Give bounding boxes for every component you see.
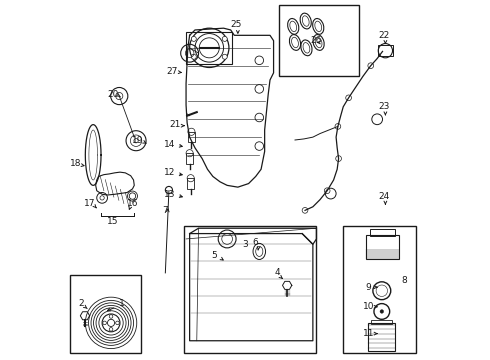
Text: 11: 11 — [363, 329, 374, 338]
Bar — [184, 226, 317, 353]
Text: 10: 10 — [363, 302, 374, 311]
Text: 6: 6 — [253, 238, 259, 247]
Text: 4: 4 — [274, 268, 280, 277]
Bar — [368, 323, 395, 351]
Bar — [70, 275, 142, 353]
Bar — [186, 32, 232, 64]
Text: 5: 5 — [212, 251, 218, 260]
Text: 21: 21 — [170, 120, 181, 129]
Text: 26: 26 — [311, 36, 322, 45]
Text: 24: 24 — [379, 192, 390, 201]
Text: 8: 8 — [401, 275, 407, 284]
Bar — [343, 226, 416, 353]
Text: 1: 1 — [119, 299, 124, 308]
Bar — [186, 153, 193, 164]
Bar — [187, 178, 194, 189]
Bar — [188, 132, 195, 143]
Text: 27: 27 — [166, 67, 177, 76]
Text: 18: 18 — [70, 159, 81, 168]
Text: 16: 16 — [127, 199, 138, 208]
Bar — [367, 235, 398, 258]
Bar — [370, 229, 395, 236]
Text: 12: 12 — [164, 168, 176, 177]
Bar — [279, 5, 359, 76]
Circle shape — [380, 310, 384, 313]
Text: 7: 7 — [162, 206, 168, 215]
Text: 23: 23 — [379, 102, 390, 111]
Text: 17: 17 — [84, 199, 96, 208]
Bar — [371, 320, 392, 324]
Text: 15: 15 — [107, 217, 119, 226]
Text: 19: 19 — [132, 136, 144, 145]
Circle shape — [222, 36, 227, 41]
Text: 14: 14 — [164, 140, 176, 149]
Bar — [377, 45, 393, 56]
Circle shape — [191, 36, 196, 41]
Text: 22: 22 — [379, 31, 390, 40]
Text: 2: 2 — [78, 299, 83, 308]
Text: 3: 3 — [242, 240, 248, 249]
Circle shape — [222, 54, 227, 59]
Text: 13: 13 — [164, 190, 176, 199]
Text: 20: 20 — [107, 90, 119, 99]
Text: 9: 9 — [366, 283, 371, 292]
Text: 25: 25 — [230, 20, 242, 29]
Circle shape — [191, 54, 196, 59]
